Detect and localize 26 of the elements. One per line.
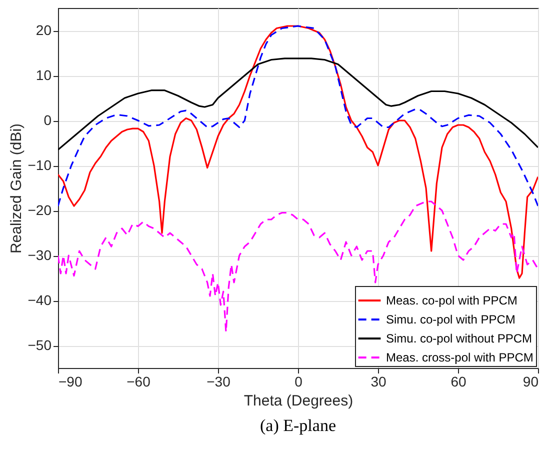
x-tick-label: 30: [370, 374, 386, 390]
y-tick-label: −20: [28, 202, 52, 218]
x-tick-label: 90: [522, 374, 539, 390]
line-series: [58, 25, 538, 207]
line-series: [58, 58, 538, 151]
x-tick-label: −60: [126, 374, 151, 390]
y-tick-label: −30: [28, 247, 52, 263]
x-tick-label: 0: [294, 374, 303, 390]
legend-label: Meas. cross-pol with PPCM: [386, 350, 534, 364]
legend-label: Meas. co-pol with PPCM: [386, 294, 518, 308]
x-tick-label: −90: [58, 374, 82, 390]
line-series: [58, 200, 538, 333]
y-tick-label: 0: [44, 112, 52, 128]
x-axis-title: Theta (Degrees): [244, 392, 354, 410]
y-tick-label: 10: [36, 67, 52, 83]
x-tick-label: −30: [206, 374, 231, 390]
y-tick-label: −50: [28, 337, 52, 353]
y-tick-label: −10: [28, 157, 52, 173]
line-series: [58, 25, 538, 279]
x-tick-label: 60: [450, 374, 466, 390]
text: (a) E-plane: [260, 416, 336, 435]
y-axis-title: Realized Gain (dBi): [8, 123, 25, 254]
y-tick-label: 20: [36, 22, 52, 38]
legend-label: Simu. co-pol without PPCM: [386, 332, 532, 346]
legend-label: Simu. co-pol with PPCM: [386, 312, 516, 326]
y-tick-label: −40: [28, 292, 52, 308]
